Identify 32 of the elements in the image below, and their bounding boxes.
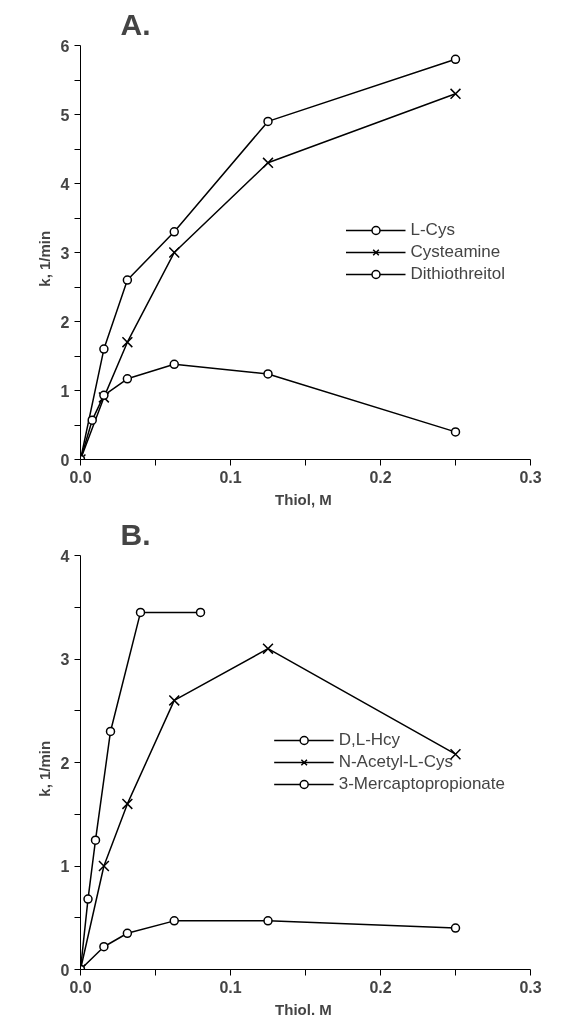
x-tick-label: 0.3 bbox=[519, 468, 542, 486]
x-tick-label: 0.1 bbox=[219, 978, 242, 996]
y-tick-label: 1 bbox=[60, 858, 70, 875]
y-tick-label: 2 bbox=[60, 754, 70, 772]
legend-label: N-Acetyl-L-Cys bbox=[338, 752, 453, 772]
y-tick-label: 0 bbox=[60, 451, 70, 469]
y-tick-label: 3 bbox=[60, 244, 70, 262]
y-tick-label: 2 bbox=[60, 313, 70, 331]
x-tick-label: 0.0 bbox=[69, 468, 92, 486]
chart-title: B. bbox=[120, 517, 151, 551]
x-tick-label: 0.3 bbox=[519, 978, 542, 996]
x-axis-title: Thiol, M bbox=[275, 490, 332, 508]
chart-title: A. bbox=[120, 7, 151, 41]
y-tick-label: 5 bbox=[60, 106, 70, 124]
y-tick-label: 6 bbox=[60, 37, 70, 55]
y-axis-title: k, 1/min bbox=[35, 230, 53, 287]
y-axis-title: k, 1/min bbox=[35, 740, 53, 797]
x-tick-label: 0.0 bbox=[69, 978, 92, 996]
legend-label: L-Cys bbox=[410, 220, 455, 240]
y-tick-label: 1 bbox=[60, 382, 70, 400]
legend-label: D,L-Hcy bbox=[338, 730, 401, 750]
x-axis-title: Thiol. M bbox=[275, 1000, 332, 1018]
legend-label: Cysteamine bbox=[410, 242, 501, 262]
y-tick-label: 0 bbox=[60, 961, 70, 979]
y-tick-label: 4 bbox=[60, 175, 70, 193]
x-tick-label: 0.1 bbox=[219, 468, 242, 486]
legend-label: 3-Mercaptopropionate bbox=[338, 774, 505, 794]
legend-label: Dithiothreitol bbox=[410, 264, 505, 284]
y-tick-label: 4 bbox=[60, 547, 70, 565]
x-tick-label: 0.2 bbox=[369, 978, 392, 996]
x-tick-label: 0.2 bbox=[369, 468, 392, 486]
y-tick-label: 3 bbox=[60, 651, 70, 668]
